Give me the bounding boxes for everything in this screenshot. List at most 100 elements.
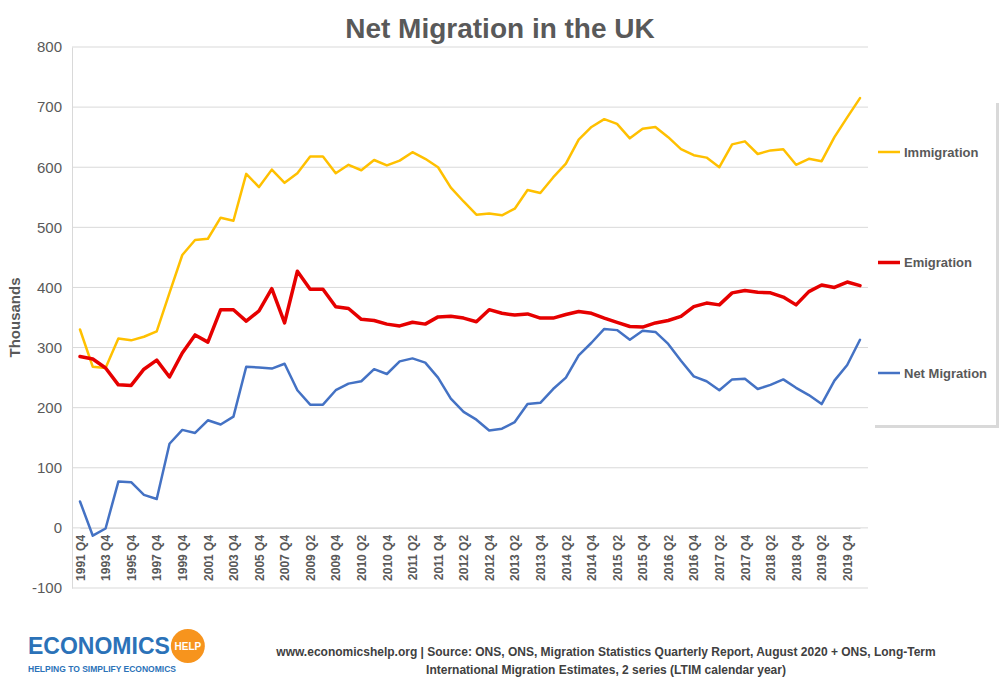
y-tick-label: 100 bbox=[37, 459, 62, 476]
logo-text: ECONOMICS bbox=[28, 633, 170, 659]
y-tick: 300 bbox=[37, 339, 72, 356]
x-tick-label: 1997 Q4 bbox=[150, 535, 164, 581]
grid-line bbox=[72, 588, 868, 589]
x-tick: 1997 Q4 bbox=[150, 528, 164, 581]
grid-line bbox=[72, 527, 868, 528]
x-axis: 1991 Q41993 Q41995 Q41997 Q41999 Q42001 … bbox=[74, 528, 861, 581]
y-tick-label: 800 bbox=[37, 38, 62, 55]
x-tick: 2011 Q4 bbox=[432, 528, 446, 580]
legend-swatch bbox=[878, 151, 900, 154]
x-tick-label: 2010 Q4 bbox=[381, 535, 395, 581]
x-tick-label: 1995 Q4 bbox=[125, 535, 139, 581]
x-tick: 2009 Q2 bbox=[304, 528, 318, 581]
x-tick-label: 2013 Q2 bbox=[508, 535, 522, 581]
x-tick-label: 2017 Q2 bbox=[713, 535, 727, 581]
logo-badge bbox=[171, 629, 205, 663]
grid-line bbox=[72, 467, 868, 468]
x-tick-label: 2011 Q4 bbox=[432, 535, 446, 581]
x-tick: 1991 Q4 bbox=[74, 528, 88, 581]
grid-line bbox=[72, 167, 868, 168]
x-tick-label: 1993 Q4 bbox=[99, 535, 113, 581]
y-tick-label: 300 bbox=[37, 339, 62, 356]
legend-swatch bbox=[878, 261, 900, 265]
x-tick: 2009 Q4 bbox=[329, 528, 343, 581]
grid-line bbox=[72, 287, 868, 288]
x-tick-label: 1999 Q4 bbox=[176, 535, 190, 581]
grid-line bbox=[72, 107, 868, 108]
x-tick: 2011 Q2 bbox=[406, 528, 420, 580]
x-tick-label: 2019 Q2 bbox=[815, 535, 829, 581]
x-tick-label: 2018 Q4 bbox=[790, 535, 804, 581]
x-tick: 1995 Q4 bbox=[125, 528, 139, 581]
x-tick-label: 2015 Q2 bbox=[611, 535, 625, 581]
y-axis-line bbox=[72, 48, 73, 589]
x-tick: 2003 Q4 bbox=[227, 528, 241, 581]
x-tick: 2018 Q2 bbox=[764, 528, 778, 581]
x-tick-label: 2011 Q2 bbox=[406, 535, 420, 581]
x-tick: 2013 Q4 bbox=[534, 528, 548, 581]
grid-line bbox=[72, 407, 868, 408]
chart-container: Net Migration in the UKThousands-1000100… bbox=[0, 0, 1000, 683]
y-tick: 700 bbox=[37, 98, 72, 115]
x-tick-label: 2009 Q4 bbox=[329, 535, 343, 581]
x-tick: 2014 Q2 bbox=[560, 528, 574, 581]
x-tick-label: 2014 Q4 bbox=[585, 535, 599, 581]
grid bbox=[72, 47, 868, 588]
x-tick: 2017 Q2 bbox=[713, 528, 727, 581]
logo-tagline: HELPING TO SIMPLIFY ECONOMICS bbox=[28, 664, 176, 674]
y-tick: 600 bbox=[37, 159, 72, 176]
x-tick-label: 2019 Q4 bbox=[841, 535, 855, 581]
x-tick-label: 2012 Q2 bbox=[457, 535, 471, 581]
grid-line bbox=[72, 47, 868, 48]
x-tick: 2010 Q4 bbox=[381, 528, 395, 581]
x-tick: 2005 Q4 bbox=[253, 528, 267, 581]
y-tick-label: 500 bbox=[37, 219, 62, 236]
x-tick: 2019 Q2 bbox=[815, 528, 829, 581]
x-tick: 2019 Q4 bbox=[841, 528, 855, 581]
logo-badge-text: HELP bbox=[175, 641, 202, 652]
y-tick: 0 bbox=[54, 519, 72, 536]
x-tick-label: 2016 Q4 bbox=[687, 535, 701, 581]
legend: ImmigrationEmigrationNet Migration bbox=[872, 100, 999, 428]
x-tick: 1999 Q4 bbox=[176, 528, 190, 581]
series-line bbox=[80, 271, 860, 385]
grid-line bbox=[72, 227, 868, 228]
x-tick-label: 2017 Q4 bbox=[739, 535, 753, 581]
y-tick-label: 200 bbox=[37, 399, 62, 416]
x-tick-label: 2009 Q2 bbox=[304, 535, 318, 581]
x-tick-label: 2013 Q4 bbox=[534, 535, 548, 581]
series-line bbox=[80, 329, 860, 536]
source-note: www.economicshelp.org | Source: ONS, ONS… bbox=[275, 645, 935, 659]
logo: ECONOMICS HELP HELPING TO SIMPLIFY ECONOMI… bbox=[28, 629, 205, 674]
x-tick-label: 1991 Q4 bbox=[74, 535, 88, 581]
y-tick: 800 bbox=[37, 38, 72, 55]
y-tick: 100 bbox=[37, 459, 72, 476]
series-line bbox=[80, 98, 860, 368]
background bbox=[0, 0, 1000, 683]
x-tick: 2010 Q2 bbox=[355, 528, 369, 581]
x-tick: 2017 Q4 bbox=[739, 528, 753, 581]
x-tick-label: 2015 Q4 bbox=[636, 535, 650, 581]
x-tick-label: 2010 Q2 bbox=[355, 535, 369, 581]
x-tick-label: 2018 Q2 bbox=[764, 535, 778, 581]
x-tick: 2015 Q4 bbox=[636, 528, 650, 581]
y-tick: 500 bbox=[37, 219, 72, 236]
x-tick-label: 2016 Q2 bbox=[662, 535, 676, 581]
x-tick-label: 2003 Q4 bbox=[227, 535, 241, 581]
x-tick-label: 2014 Q2 bbox=[560, 535, 574, 581]
y-tick: 200 bbox=[37, 399, 72, 416]
legend-swatch bbox=[878, 372, 900, 375]
legend-box bbox=[872, 100, 996, 425]
y-tick-label: 600 bbox=[37, 159, 62, 176]
legend-label: Emigration bbox=[904, 255, 972, 270]
x-tick: 2016 Q4 bbox=[687, 528, 701, 581]
x-tick: 2007 Q4 bbox=[278, 528, 292, 581]
x-tick-label: 2012 Q4 bbox=[483, 535, 497, 581]
x-axis-line bbox=[81, 528, 861, 529]
x-tick: 2014 Q4 bbox=[585, 528, 599, 581]
series-lines bbox=[80, 98, 860, 536]
x-tick: 2018 Q4 bbox=[790, 528, 804, 581]
y-tick-label: 400 bbox=[37, 279, 62, 296]
chart-title: Net Migration in the UK bbox=[345, 13, 655, 44]
x-tick: 2013 Q2 bbox=[508, 528, 522, 581]
